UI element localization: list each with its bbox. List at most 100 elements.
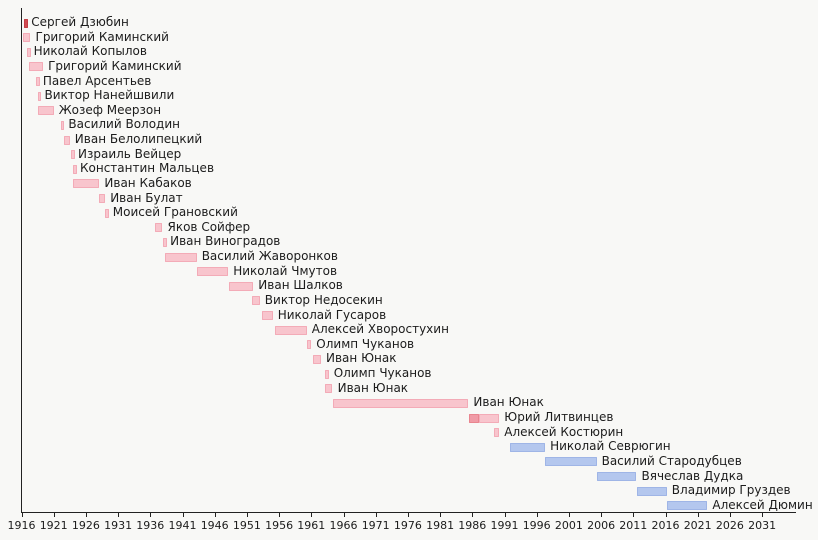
timeline-bar [324, 369, 329, 379]
timeline-bar [228, 281, 254, 291]
person-name: Василий Жаворонков [201, 249, 338, 264]
x-axis-tick [214, 513, 216, 517]
timeline-bar [23, 33, 31, 43]
timeline-row: Николай Чмутов [0, 263, 818, 278]
x-axis-tick [343, 513, 345, 517]
timeline-bar [324, 384, 333, 394]
timeline-bar [36, 77, 40, 87]
x-axis-tick-label: 1916 [7, 519, 36, 532]
person-name: Юрий Литвинцев [504, 410, 614, 424]
x-axis-tick [407, 513, 409, 517]
timeline-bar [71, 150, 75, 160]
person-name: Павел Арсентьев [42, 73, 152, 88]
timeline-bar [312, 354, 321, 364]
x-axis-tick [279, 513, 281, 517]
x-axis-line [21, 512, 796, 513]
x-axis-tick-label: 1946 [200, 519, 229, 532]
person-name: Олимп Чуканов [333, 366, 432, 381]
timeline-row: Виктор Нанейшвили [0, 88, 818, 103]
timeline-row: Иван Виноградов [0, 234, 818, 249]
timeline-row: Виктор Недосекин [0, 292, 818, 307]
timeline-bar [105, 208, 109, 218]
timeline-row: Алексей Дюмин [0, 497, 818, 512]
person-name: Иван Юнак [473, 395, 544, 410]
timeline-row: Иван Шалков [0, 278, 818, 293]
person-name: Николай Копылов [33, 44, 147, 59]
x-axis-tick-label: 1936 [136, 519, 165, 532]
timeline-bar [197, 267, 229, 277]
x-axis-tick [311, 513, 313, 517]
timeline-bar [332, 398, 469, 408]
x-axis-tick [762, 513, 764, 517]
timeline-row: Яков Сойфер [0, 219, 818, 234]
x-axis-tick [729, 513, 731, 517]
x-axis-tick-label: 1986 [458, 519, 487, 532]
timeline-bar [469, 413, 479, 423]
timeline-bar [98, 194, 106, 204]
x-axis-tick [601, 513, 603, 517]
timeline-row: Василий Володин [0, 117, 818, 132]
x-axis-tick-label: 1951 [232, 519, 261, 532]
timeline-row: Иван Булат [0, 190, 818, 205]
timeline-bar [478, 413, 500, 423]
timeline-bar [38, 106, 54, 116]
person-name: Алексей Хворостухин [311, 322, 449, 337]
person-name: Николай Севрюгин [550, 439, 671, 454]
timeline-bar [509, 442, 546, 452]
person-name: Алексей Дюмин [712, 497, 813, 512]
timeline-row: Алексей Хворостухин [0, 322, 818, 337]
x-axis-tick-label: 1966 [329, 519, 358, 532]
timeline-row: Жозеф Меерзон [0, 102, 818, 117]
x-axis-tick-label: 1991 [490, 519, 519, 532]
timeline-bar [60, 120, 65, 130]
x-axis-tick [504, 513, 506, 517]
timeline-row: Николай Гусаров [0, 307, 818, 322]
x-axis-tick-label: 1931 [104, 519, 133, 532]
person-name: Виктор Нанейшвили [44, 88, 175, 103]
timeline-row: Олимп Чуканов [0, 366, 818, 381]
person-name: Иван Шалков [258, 278, 343, 293]
person-name: Константин Мальцев [80, 161, 215, 176]
x-axis-tick [85, 513, 87, 517]
timeline-row: Николай Копылов [0, 44, 818, 59]
x-axis-tick [246, 513, 248, 517]
x-axis-tick-label: 2031 [748, 519, 777, 532]
person-name: Николай Чмутов [233, 263, 338, 278]
x-axis-tick-label: 1981 [426, 519, 455, 532]
timeline-row: Иван Кабаков [0, 175, 818, 190]
timeline-row: Василий Стародубцев [0, 453, 818, 468]
timeline-row: Иван Юнак [0, 351, 818, 366]
timeline-bar [252, 296, 260, 306]
timeline-bar [164, 252, 197, 262]
person-name: Иван Юнак [326, 351, 397, 366]
person-name: Иван Виноградов [170, 234, 281, 249]
x-axis-tick-label: 2001 [554, 519, 583, 532]
x-axis-tick-label: 2006 [587, 519, 616, 532]
timeline-bar [274, 325, 307, 335]
timeline-row: Юрий Литвинцев [0, 410, 818, 425]
x-axis-tick-label: 1926 [71, 519, 100, 532]
timeline-bar [73, 179, 100, 189]
timeline-row: Василий Жаворонков [0, 249, 818, 264]
x-axis-tick [568, 513, 570, 517]
timeline-bar [73, 164, 77, 174]
person-name: Григорий Каминский [35, 29, 169, 44]
person-name: Иван Булат [110, 190, 183, 205]
person-name: Олимп Чуканов [316, 336, 415, 351]
timeline-bar [636, 486, 667, 496]
timeline-bar [306, 340, 312, 350]
timeline-row: Иван Белолипецкий [0, 132, 818, 147]
timeline-row: Алексей Костюрин [0, 424, 818, 439]
timeline-bar [37, 91, 42, 101]
x-axis-tick-label: 1971 [361, 519, 390, 532]
x-axis-tick-label: 2026 [715, 519, 744, 532]
timeline-bar [29, 62, 43, 72]
timeline-bar [261, 311, 273, 321]
timeline-bar [545, 457, 597, 467]
x-axis-tick [21, 513, 23, 517]
person-name: Яков Сойфер [167, 219, 251, 234]
timeline-bar [494, 428, 500, 438]
person-name: Иван Юнак [337, 380, 409, 395]
